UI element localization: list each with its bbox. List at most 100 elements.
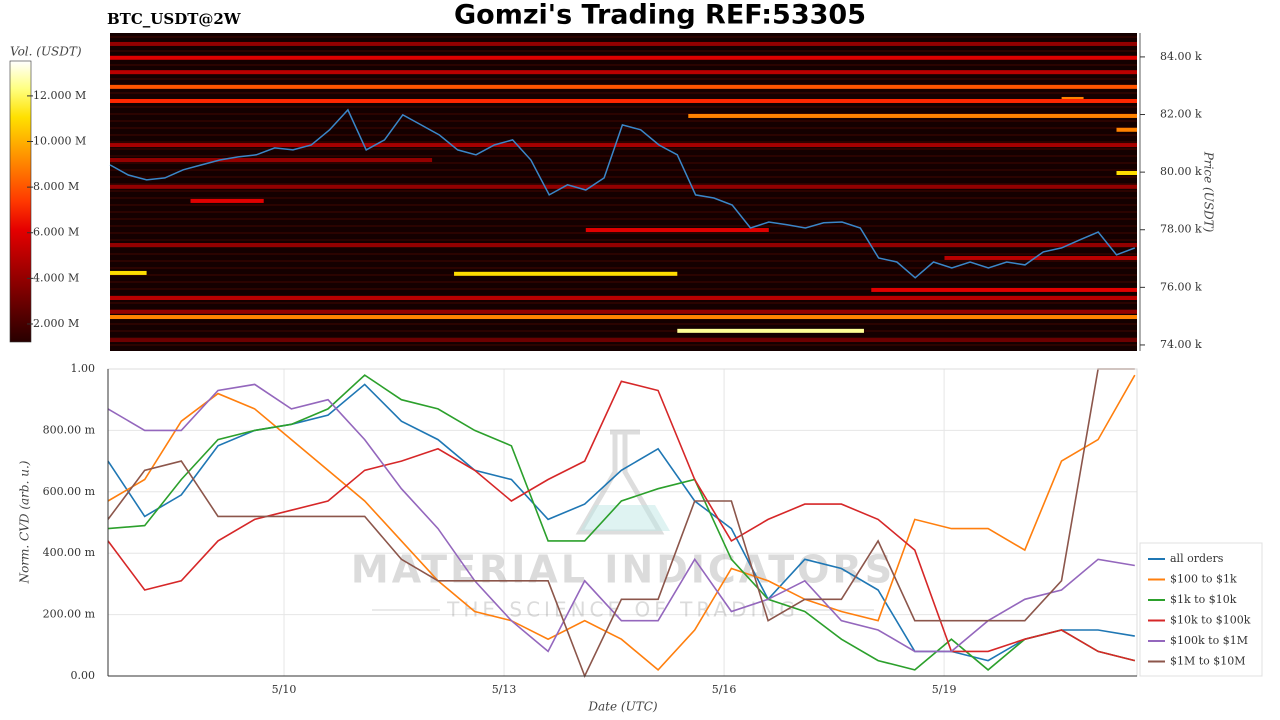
heatmap-texture [110, 113, 1137, 115]
liquidity-level [454, 271, 678, 276]
heatmap-texture [110, 232, 1137, 234]
heatmap-texture [110, 253, 1137, 255]
heatmap-texture [110, 120, 1137, 122]
heatmap-texture [110, 239, 1137, 241]
heatmap-texture [110, 127, 1137, 129]
heatmap-texture [110, 169, 1137, 171]
heatmap-texture [110, 176, 1137, 178]
heatmap-texture [110, 134, 1137, 136]
y-tick-label: 400.00 m [43, 546, 96, 559]
heatmap-texture [110, 211, 1137, 213]
x-axis-title: Date (UTC) [587, 700, 657, 714]
heatmap-texture [110, 337, 1137, 339]
y-tick-label: 1.00 [71, 362, 96, 375]
heatmap-texture [110, 288, 1137, 290]
heatmap-texture [110, 204, 1137, 206]
cvd-line [107, 374, 1135, 671]
heatmap-texture [110, 267, 1137, 269]
heatmap-texture [110, 323, 1137, 325]
liquidity-level [110, 84, 1137, 89]
liquidity-level [110, 184, 1137, 189]
heatmap-plot: 74.00 k 76.00 k 78.00 k 80.00 k 82.00 k 84.00… [109, 33, 1202, 351]
colorbar-tick-label: 4.000 M [33, 271, 79, 284]
liquidity-level [871, 287, 1137, 292]
heatmap-texture [110, 225, 1137, 227]
y-tick-label: 76.00 k [1160, 280, 1202, 293]
colorbar-tick-label: 2.000 M [33, 317, 79, 330]
heatmap-texture [110, 50, 1137, 52]
heatmap-texture [110, 64, 1137, 66]
liquidity-level [677, 328, 864, 333]
y-tick-label: 84.00 k [1160, 50, 1202, 63]
watermark-icon [580, 505, 670, 531]
liquidity-level [585, 228, 769, 233]
colorbar [9, 60, 32, 343]
liquidity-level [110, 55, 1137, 60]
liquidity-level [110, 309, 1137, 314]
legend-label: $100k to $1M [1170, 634, 1248, 647]
liquidity-level [110, 41, 1137, 46]
liquidity-level [190, 198, 264, 203]
y-tick-label: 200.00 m [43, 608, 96, 621]
price-line [109, 108, 1136, 279]
liquidity-level [110, 338, 1137, 343]
legend-label: $10k to $100k [1170, 614, 1251, 627]
heatmap-texture [110, 218, 1137, 220]
heatmap-texture [110, 141, 1137, 143]
y-tick-label: 78.00 k [1160, 223, 1202, 236]
liquidity-level [110, 296, 1137, 300]
liquidity-level [1061, 96, 1084, 101]
y-tick-label: 600.00 m [43, 485, 96, 498]
heatmap-texture [110, 148, 1137, 150]
heatmap-texture [110, 78, 1137, 80]
watermark: MATERIAL INDICATORS [351, 548, 895, 592]
heatmap-texture [110, 344, 1137, 346]
legend-box [1139, 542, 1263, 677]
heatmap-texture [110, 260, 1137, 262]
x-tick-label: 5/16 [712, 683, 737, 696]
cvd-plot: 0.00 200.00 m 400.00 m 600.00 m 800.00 m 1.00… [43, 362, 1263, 696]
liquidity-level [1116, 127, 1137, 132]
heatmap-texture [110, 281, 1137, 283]
liquidity-level [110, 158, 433, 163]
liquidity-level [110, 70, 1137, 75]
heatmap-texture [110, 330, 1137, 332]
liquidity-level [110, 143, 1137, 148]
liquidity-level [1116, 170, 1137, 175]
liquidity-level [944, 255, 1137, 260]
x-tick-label: 5/19 [932, 683, 957, 696]
liquidity-level [110, 243, 1137, 247]
y-tick-label: 82.00 k [1160, 108, 1202, 121]
heatmap-texture [110, 190, 1137, 192]
colorbar-tick-label: 12.000 M [33, 89, 86, 102]
heatmap-texture [110, 36, 1137, 38]
legend-label: $1M to $10M [1170, 655, 1246, 668]
y-tick-label: 80.00 k [1160, 165, 1202, 178]
page-title: Gomzi's Trading REF:53305 [454, 0, 866, 31]
liquidity-level [688, 113, 1137, 118]
watermark-icon [575, 429, 665, 535]
heatmap-texture [110, 302, 1137, 304]
colorbar-tick-label: 6.000 M [33, 226, 79, 239]
y-axis-title: Norm. CVD (arb. u.) [18, 460, 32, 584]
y-tick-label: 0.00 [71, 669, 96, 682]
heatmap-texture [110, 162, 1137, 164]
liquidity-level [110, 98, 1137, 103]
cvd-line [107, 380, 1135, 662]
heatmap-texture [110, 106, 1137, 108]
colorbar-tick-label: 10.000 M [33, 135, 86, 148]
heatmap-texture [110, 197, 1137, 199]
x-tick-label: 5/10 [272, 683, 297, 696]
y-tick-label: 800.00 m [43, 423, 96, 436]
colorbar-label: Vol. (USDT) [10, 45, 82, 59]
liquidity-level [110, 270, 147, 275]
liquidity-level [110, 315, 1137, 320]
cvd-line [107, 368, 1135, 679]
heatmap-texture [110, 155, 1137, 157]
chart-title: BTC_USDT@2W [107, 10, 242, 28]
colorbar-tick-label: 8.000 M [33, 180, 79, 193]
legend-label: $1k to $10k [1170, 593, 1237, 606]
heatmap-texture [110, 183, 1137, 185]
legend-label: all orders [1170, 552, 1224, 565]
